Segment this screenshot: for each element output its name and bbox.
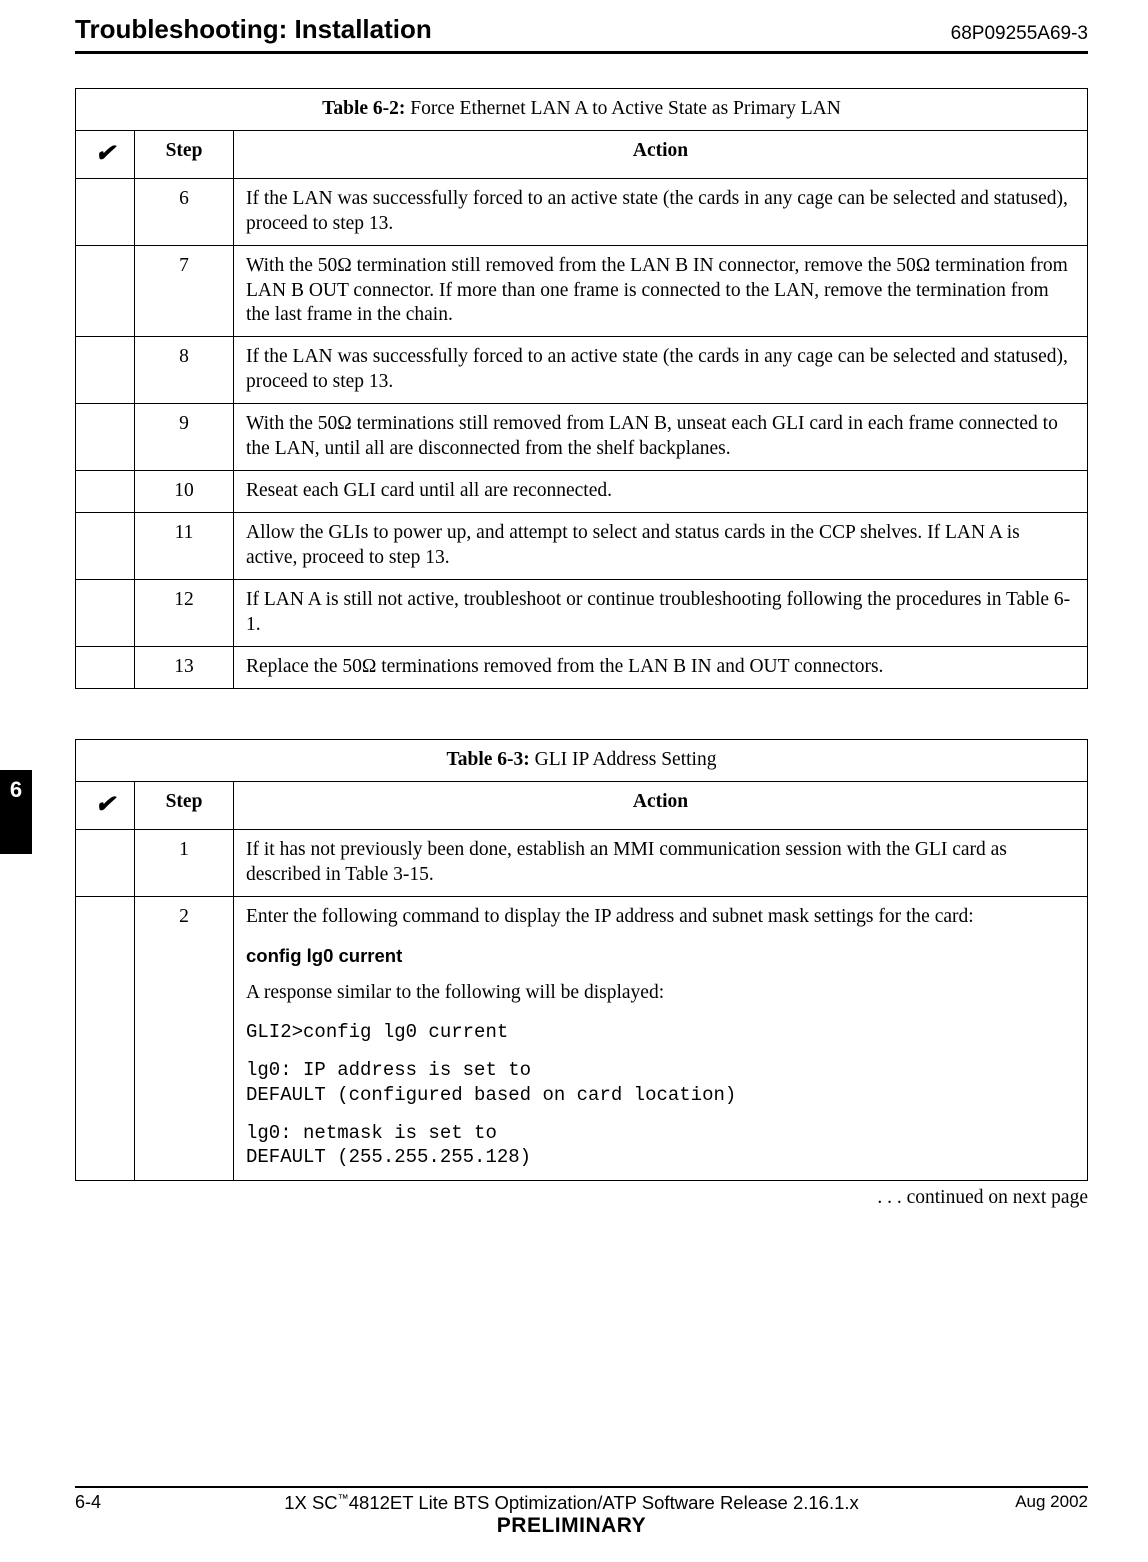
step-cell: 12: [135, 580, 234, 647]
action-cell: Allow the GLIs to power up, and attempt …: [234, 513, 1088, 580]
table-6-2-caption-rest: Force Ethernet LAN A to Active State as …: [405, 98, 840, 119]
table-6-3: Table 6-3: GLI IP Address Setting ✔ Step…: [75, 739, 1088, 1181]
table-6-3-caption-bold: Table 6-3:: [447, 749, 530, 770]
step-cell: 6: [135, 178, 234, 245]
action-mono-line: DEFAULT (255.255.255.128): [246, 1145, 1075, 1169]
section-tab-shadow: [0, 812, 32, 854]
col-step-header: Step: [135, 130, 234, 178]
footer-pagenum: 6-4: [75, 1492, 155, 1538]
footer-center-line2: PRELIMINARY: [155, 1514, 988, 1538]
footer-date: Aug 2002: [988, 1492, 1088, 1538]
col-check-header: ✔: [76, 781, 135, 829]
check-cell: [76, 647, 135, 689]
table-row: 12 If LAN A is still not active, trouble…: [76, 580, 1088, 647]
step-cell: 10: [135, 471, 234, 513]
check-cell: [76, 178, 135, 245]
check-cell: [76, 580, 135, 647]
footer-center-line1b: 4812ET Lite BTS Optimization/ATP Softwar…: [349, 1492, 859, 1513]
table-row: 1 If it has not previously been done, es…: [76, 829, 1088, 896]
step-cell: 7: [135, 245, 234, 337]
step-cell: 9: [135, 404, 234, 471]
header-docnum: 68P09255A69-3: [951, 23, 1088, 45]
step-cell: 2: [135, 896, 234, 1180]
check-cell: [76, 337, 135, 404]
table-row: 13 Replace the 50Ω terminations removed …: [76, 647, 1088, 689]
table-row: 9 With the 50Ω terminations still remove…: [76, 404, 1088, 471]
step-cell: 8: [135, 337, 234, 404]
table-row: 7 With the 50Ω termination still removed…: [76, 245, 1088, 337]
check-cell: [76, 471, 135, 513]
table-6-2-caption: Table 6-2: Force Ethernet LAN A to Activ…: [76, 89, 1088, 131]
action-cell: Replace the 50Ω terminations removed fro…: [234, 647, 1088, 689]
action-cell: Enter the following command to display t…: [234, 896, 1088, 1180]
col-action-header: Action: [234, 130, 1088, 178]
table-row: 11 Allow the GLIs to power up, and attem…: [76, 513, 1088, 580]
table-row: 2 Enter the following command to display…: [76, 896, 1088, 1180]
action-intro: Enter the following command to display t…: [246, 905, 1075, 930]
footer-center-line1a: 1X SC: [284, 1492, 337, 1513]
col-action-header: Action: [234, 781, 1088, 829]
check-cell: [76, 404, 135, 471]
table-row: 10 Reseat each GLI card until all are re…: [76, 471, 1088, 513]
table-6-2: Table 6-2: Force Ethernet LAN A to Activ…: [75, 88, 1088, 689]
action-cell: With the 50Ω terminations still removed …: [234, 404, 1088, 471]
action-cell: Reseat each GLI card until all are recon…: [234, 471, 1088, 513]
action-mono-line: GLI2>config lg0 current: [246, 1020, 1075, 1044]
action-command: config lg0 current: [246, 944, 1075, 968]
step-cell: 13: [135, 647, 234, 689]
table-6-3-caption: Table 6-3: GLI IP Address Setting: [76, 739, 1088, 781]
action-cell: If LAN A is still not active, troublesho…: [234, 580, 1088, 647]
step-cell: 11: [135, 513, 234, 580]
step-cell: 1: [135, 829, 234, 896]
table-6-2-caption-bold: Table 6-2:: [322, 98, 405, 119]
action-response-intro: A response similar to the following will…: [246, 981, 1075, 1006]
footer-center: 1X SC™4812ET Lite BTS Optimization/ATP S…: [155, 1492, 988, 1538]
col-step-header: Step: [135, 781, 234, 829]
check-cell: [76, 513, 135, 580]
col-check-header: ✔: [76, 130, 135, 178]
trademark-icon: ™: [338, 1493, 349, 1505]
page-header: Troubleshooting: Installation 68P09255A6…: [75, 14, 1088, 54]
action-cell: With the 50Ω termination still removed f…: [234, 245, 1088, 337]
header-title: Troubleshooting: Installation: [75, 14, 432, 45]
action-cell: If the LAN was successfully forced to an…: [234, 337, 1088, 404]
table-row: 8 If the LAN was successfully forced to …: [76, 337, 1088, 404]
action-cell: If it has not previously been done, esta…: [234, 829, 1088, 896]
table-row: 6 If the LAN was successfully forced to …: [76, 178, 1088, 245]
action-mono-line: lg0: IP address is set to: [246, 1058, 1075, 1082]
page-footer: 6-4 1X SC™4812ET Lite BTS Optimization/A…: [75, 1486, 1088, 1538]
action-mono-line: lg0: netmask is set to: [246, 1121, 1075, 1145]
action-mono-line: DEFAULT (configured based on card locati…: [246, 1083, 1075, 1107]
continued-note: . . . continued on next page: [75, 1187, 1088, 1209]
section-tab: 6: [0, 770, 32, 812]
check-cell: [76, 829, 135, 896]
check-cell: [76, 896, 135, 1180]
check-cell: [76, 245, 135, 337]
action-cell: If the LAN was successfully forced to an…: [234, 178, 1088, 245]
table-6-3-caption-rest: GLI IP Address Setting: [530, 749, 717, 770]
